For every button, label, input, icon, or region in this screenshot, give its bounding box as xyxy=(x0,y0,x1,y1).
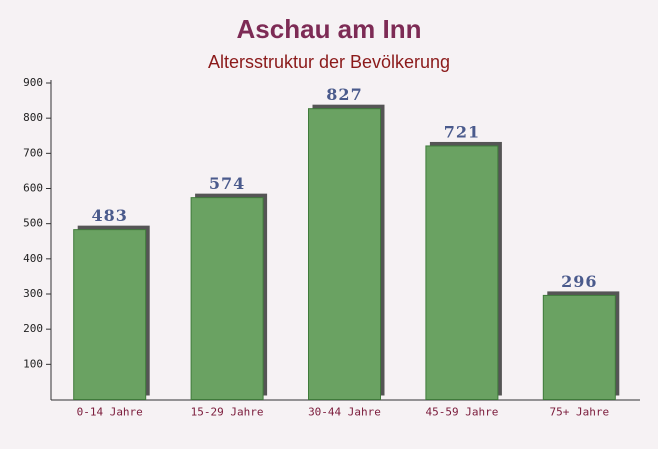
bar xyxy=(190,197,264,400)
bar xyxy=(73,229,147,400)
y-tick-label: 200 xyxy=(23,322,43,335)
chart-title: Aschau am Inn xyxy=(237,14,422,44)
x-tick-label: 0-14 Jahre xyxy=(77,406,143,419)
y-tick-label: 100 xyxy=(23,357,43,370)
y-tick-label: 600 xyxy=(23,182,43,195)
x-tick-label: 75+ Jahre xyxy=(549,406,609,419)
y-tick-label: 400 xyxy=(23,252,43,265)
value-label: 296 xyxy=(561,272,597,291)
y-tick-label: 700 xyxy=(23,146,43,159)
value-label: 721 xyxy=(444,122,480,141)
y-tick-label: 500 xyxy=(23,217,43,230)
value-label: 483 xyxy=(91,206,127,225)
value-label: 574 xyxy=(209,174,245,193)
bar xyxy=(425,145,499,400)
x-tick-label: 45-59 Jahre xyxy=(425,406,498,419)
y-tick-label: 300 xyxy=(23,287,43,300)
chart-subtitle: Altersstruktur der Bevölkerung xyxy=(208,52,450,72)
y-tick-label: 900 xyxy=(23,76,43,89)
bar xyxy=(542,294,616,401)
value-label: 827 xyxy=(326,85,362,104)
y-tick-label: 800 xyxy=(23,111,43,124)
x-tick-label: 30-44 Jahre xyxy=(308,406,381,419)
bar xyxy=(308,108,381,401)
x-tick-label: 15-29 Jahre xyxy=(191,406,264,419)
